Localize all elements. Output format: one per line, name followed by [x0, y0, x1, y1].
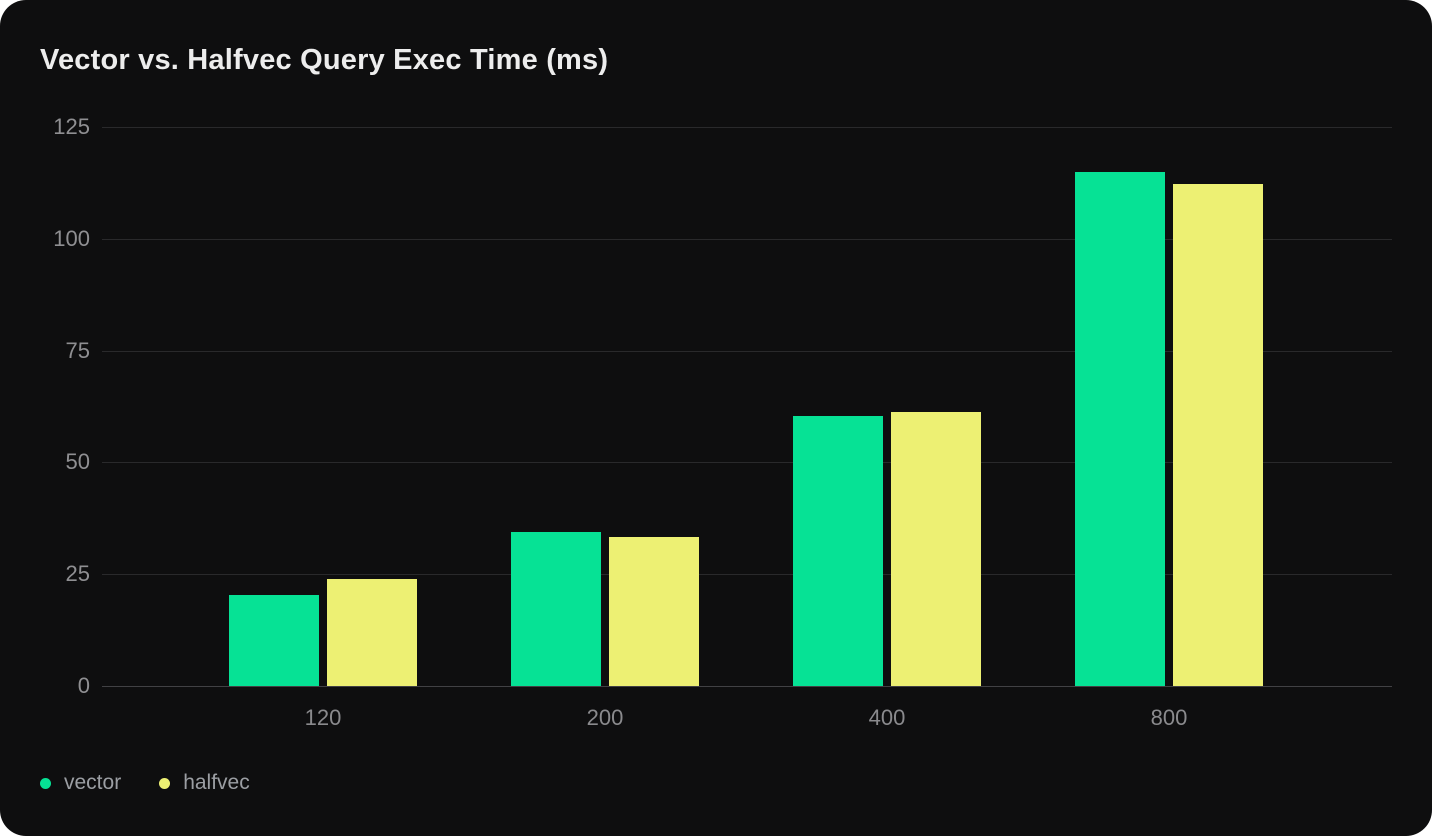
gridline-y-75: [102, 351, 1392, 352]
bar-halfvec-800[interactable]: [1173, 184, 1263, 686]
gridline-y-125: [102, 127, 1392, 128]
y-tick-label-75: 75: [65, 338, 90, 363]
gridline-y-100: [102, 239, 1392, 240]
legend-dot-halfvec: [159, 777, 171, 789]
legend-dot-vector: [40, 777, 51, 789]
bar-vector-200[interactable]: [511, 532, 601, 686]
legend-item-vector[interactable]: vector: [40, 771, 121, 795]
bar-halfvec-400[interactable]: [891, 412, 981, 686]
gridline-y-25: [102, 574, 1392, 575]
y-tick-label-0: 0: [77, 673, 90, 698]
y-tick-label-100: 100: [53, 226, 90, 251]
chart-title: Vector vs. Halfvec Query Exec Time (ms): [40, 44, 609, 76]
bar-halfvec-120[interactable]: [327, 579, 417, 686]
x-axis-label-200: 200: [586, 705, 624, 730]
legend-item-halfvec[interactable]: halfvec: [159, 771, 250, 795]
x-axis-label-400: 400: [868, 705, 906, 730]
legend-label-halfvec: halfvec: [183, 771, 250, 794]
x-axis-label-800: 800: [1150, 705, 1188, 730]
bar-halfvec-200[interactable]: [609, 537, 699, 686]
chart-legend: vector halfvec: [40, 771, 250, 795]
x-axis-line: [102, 686, 1392, 687]
x-axis-label-120: 120: [304, 705, 342, 730]
bar-vector-120[interactable]: [229, 595, 319, 686]
y-tick-label-50: 50: [65, 449, 90, 474]
legend-label-vector: vector: [64, 771, 122, 794]
bar-vector-800[interactable]: [1075, 172, 1165, 686]
y-tick-label-25: 25: [65, 561, 90, 586]
y-tick-label-125: 125: [53, 114, 90, 139]
gridline-y-50: [102, 462, 1392, 463]
bar-vector-400[interactable]: [793, 416, 883, 686]
